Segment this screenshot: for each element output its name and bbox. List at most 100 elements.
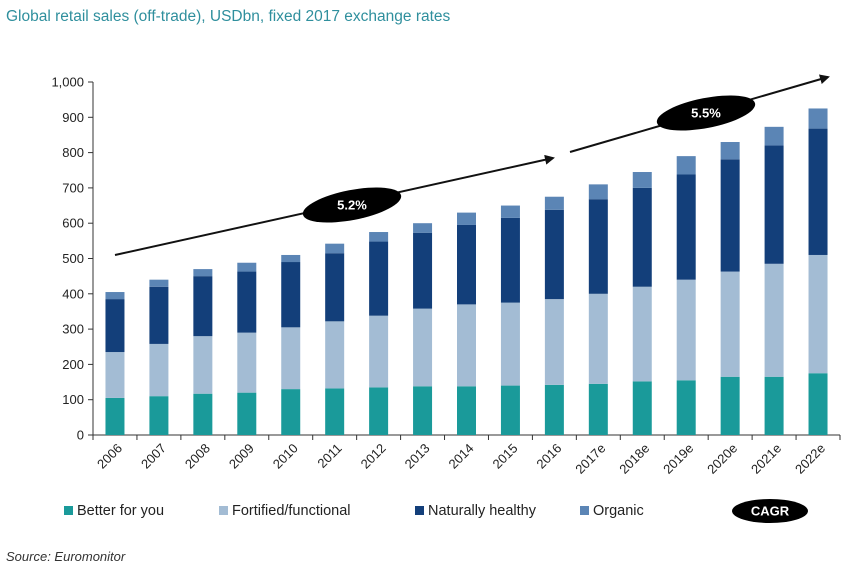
x-tick-labels: 2006 2007 2008 2009 2010 2011 2012 2013 2014 2015… bbox=[94, 441, 828, 477]
cagr-annotations: 5.2% 5.5% bbox=[114, 74, 830, 256]
y-tick-label: 900 bbox=[62, 110, 84, 125]
bar-better-for-you-2019e bbox=[676, 380, 696, 435]
legend-label: Better for you bbox=[77, 503, 164, 519]
bar-naturally-healthy-2022e bbox=[808, 128, 828, 255]
x-tick-label: 2010 bbox=[270, 441, 301, 472]
bar-naturally-healthy-2015 bbox=[500, 217, 520, 303]
x-tick-label: 2013 bbox=[402, 441, 433, 472]
bar-fortified-functional-2016 bbox=[544, 299, 564, 385]
bar-naturally-healthy-2021e bbox=[764, 145, 784, 264]
legend-cagr-ellipse bbox=[732, 499, 808, 523]
x-tick-label: 2014 bbox=[446, 441, 477, 472]
bar-better-for-you-2015 bbox=[500, 385, 520, 435]
x-tick-label: 2018e bbox=[616, 441, 652, 477]
legend: Better for you Fortified/functional Natura… bbox=[64, 499, 808, 523]
bar-organic-2022e bbox=[808, 108, 828, 129]
bar-better-for-you-2011 bbox=[325, 388, 345, 435]
bar-organic-2010 bbox=[281, 254, 301, 263]
legend-label: Fortified/functional bbox=[232, 503, 350, 519]
legend-swatch bbox=[64, 506, 73, 515]
bar-better-for-you-2010 bbox=[281, 389, 301, 435]
bar-better-for-you-2018e bbox=[632, 381, 652, 435]
bar-naturally-healthy-2009 bbox=[237, 271, 257, 333]
bar-organic-2007 bbox=[149, 279, 169, 287]
bar-fortified-functional-2013 bbox=[413, 308, 433, 387]
bar-organic-2020e bbox=[720, 142, 740, 160]
bar-fortified-functional-2009 bbox=[237, 332, 257, 393]
y-tick-label: 800 bbox=[62, 145, 84, 160]
bar-organic-2015 bbox=[500, 205, 520, 218]
bar-naturally-healthy-2011 bbox=[325, 253, 345, 322]
x-tick-label: 2007 bbox=[138, 441, 169, 472]
cagr-ellipse bbox=[302, 187, 402, 223]
legend-swatch bbox=[219, 506, 228, 515]
x-tick-label: 2009 bbox=[226, 441, 257, 472]
bar-organic-2014 bbox=[457, 212, 476, 225]
x-tick-label: 2017e bbox=[572, 441, 608, 477]
x-tick-label: 2020e bbox=[704, 441, 740, 477]
x-tick-label: 2016 bbox=[533, 441, 564, 472]
y-tick-label: 300 bbox=[62, 322, 84, 337]
bar-fortified-functional-2007 bbox=[149, 343, 169, 397]
x-tick-label: 2011 bbox=[314, 441, 344, 471]
bar-fortified-functional-2019e bbox=[676, 279, 696, 381]
bar-better-for-you-2009 bbox=[237, 392, 257, 435]
bar-organic-2017e bbox=[588, 184, 608, 200]
bar-fortified-functional-2008 bbox=[193, 336, 213, 394]
bar-better-for-you-2007 bbox=[149, 396, 169, 435]
legend-label: Naturally healthy bbox=[428, 503, 537, 519]
bar-better-for-you-2013 bbox=[413, 386, 433, 435]
chart-title: Global retail sales (off-trade), USDbn, … bbox=[6, 8, 451, 25]
bar-better-for-you-2022e bbox=[808, 373, 828, 435]
bar-fortified-functional-2020e bbox=[720, 271, 740, 377]
bar-fortified-functional-2014 bbox=[457, 304, 476, 387]
bars bbox=[105, 108, 828, 435]
bar-better-for-you-2020e bbox=[720, 376, 740, 435]
cagr-ellipse bbox=[656, 95, 756, 131]
x-tick-label: 2006 bbox=[94, 441, 125, 472]
legend-label: Organic bbox=[593, 503, 644, 519]
legend-swatch bbox=[415, 506, 424, 515]
x-tick-label: 2008 bbox=[182, 441, 213, 472]
bar-naturally-healthy-2019e bbox=[676, 174, 696, 280]
x-tick-label: 2019e bbox=[660, 441, 696, 477]
bar-naturally-healthy-2010 bbox=[281, 262, 301, 328]
y-tick-label: 0 bbox=[77, 428, 84, 443]
y-tick-label: 500 bbox=[62, 251, 84, 266]
bar-fortified-functional-2010 bbox=[281, 327, 301, 390]
y-tick-label: 400 bbox=[62, 286, 84, 301]
bar-naturally-healthy-2020e bbox=[720, 159, 740, 272]
bar-naturally-healthy-2013 bbox=[413, 232, 433, 309]
cagr-label: 5.5% bbox=[691, 106, 721, 121]
bar-better-for-you-2014 bbox=[457, 386, 476, 435]
x-tick-label: 2012 bbox=[358, 441, 389, 472]
bar-naturally-healthy-2007 bbox=[149, 286, 169, 344]
bar-better-for-you-2016 bbox=[544, 384, 564, 435]
bar-better-for-you-2021e bbox=[764, 376, 784, 435]
bar-organic-2016 bbox=[544, 196, 564, 210]
bar-organic-2009 bbox=[237, 262, 257, 272]
bar-fortified-functional-2012 bbox=[369, 315, 389, 388]
chart-source: Source: Euromonitor bbox=[6, 549, 126, 564]
x-tick-label: 2015 bbox=[490, 441, 521, 472]
bar-fortified-functional-2006 bbox=[105, 352, 125, 398]
y-tick-label: 600 bbox=[62, 216, 84, 231]
cagr-label: 5.2% bbox=[337, 198, 367, 213]
bar-organic-2011 bbox=[325, 243, 345, 254]
bar-better-for-you-2006 bbox=[105, 397, 125, 435]
y-tick-labels: 0 100 200 300 400 500 600 700 800 900 1,000 bbox=[51, 75, 84, 443]
bar-better-for-you-2017e bbox=[588, 383, 608, 435]
bar-naturally-healthy-2017e bbox=[588, 199, 608, 294]
x-tick-label: 2021e bbox=[748, 441, 784, 477]
bar-fortified-functional-2021e bbox=[764, 263, 784, 377]
bar-naturally-healthy-2008 bbox=[193, 276, 213, 337]
bar-better-for-you-2008 bbox=[193, 393, 213, 435]
legend-swatch bbox=[580, 506, 589, 515]
bar-fortified-functional-2018e bbox=[632, 286, 652, 382]
bar-organic-2018e bbox=[632, 172, 652, 188]
bar-naturally-healthy-2016 bbox=[544, 209, 564, 300]
bar-naturally-healthy-2012 bbox=[369, 241, 389, 316]
bar-naturally-healthy-2014 bbox=[457, 224, 476, 305]
bar-organic-2012 bbox=[369, 232, 389, 242]
